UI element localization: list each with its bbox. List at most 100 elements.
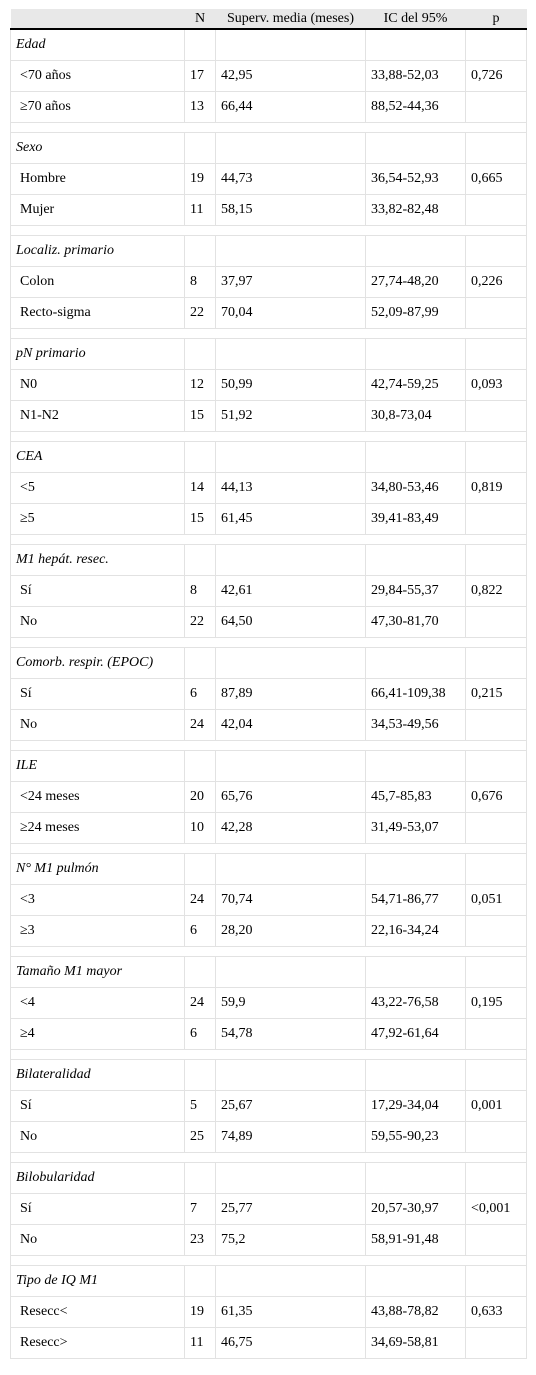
row-p-value: 0,001	[465, 1090, 527, 1122]
row-n: 10	[184, 812, 216, 844]
row-ci: 33,88-52,03	[365, 60, 466, 92]
row-ci: 47,92-61,64	[365, 1018, 466, 1050]
group-spacer	[10, 431, 527, 442]
group-row: N° M1 pulmón	[10, 853, 527, 885]
row-ci: 22,16-34,24	[365, 915, 466, 947]
row-median: 61,35	[215, 1296, 366, 1328]
empty-cell	[465, 338, 527, 370]
row-median: 42,95	[215, 60, 366, 92]
row-median: 46,75	[215, 1327, 366, 1359]
table-row: Resecc< 19 61,35 43,88-78,82 0,633	[10, 1296, 527, 1328]
empty-cell	[184, 853, 216, 885]
group-title: M1 hepát. resec.	[10, 544, 185, 576]
row-n: 5	[184, 1090, 216, 1122]
row-median: 37,97	[215, 266, 366, 298]
row-n: 24	[184, 884, 216, 916]
row-n: 6	[184, 1018, 216, 1050]
row-label: No	[10, 606, 185, 638]
table-row: N1-N2 15 51,92 30,8-73,04	[10, 400, 527, 432]
row-p-value	[465, 1121, 527, 1153]
empty-cell	[215, 132, 366, 164]
group-spacer	[10, 225, 527, 236]
row-p-value	[465, 194, 527, 226]
group-row: Tipo de IQ M1	[10, 1265, 527, 1297]
row-p-value	[465, 503, 527, 535]
row-p-value: 0,676	[465, 781, 527, 813]
empty-cell	[184, 28, 216, 61]
empty-cell	[365, 1162, 466, 1194]
group-title: Bilobularidad	[10, 1162, 185, 1194]
row-label: Hombre	[10, 163, 185, 195]
table-row: Colon 8 37,97 27,74-48,20 0,226	[10, 266, 527, 298]
group-title: Tipo de IQ M1	[10, 1265, 185, 1297]
group-spacer	[10, 740, 527, 751]
row-median: 58,15	[215, 194, 366, 226]
empty-cell	[184, 750, 216, 782]
empty-cell	[184, 1162, 216, 1194]
group-title: ILE	[10, 750, 185, 782]
row-median: 44,73	[215, 163, 366, 195]
group-spacer	[10, 1152, 527, 1163]
spacer-cell	[10, 534, 527, 545]
empty-cell	[215, 853, 366, 885]
row-label: N1-N2	[10, 400, 185, 432]
header-n: N	[184, 9, 216, 30]
row-label: Sí	[10, 1193, 185, 1225]
row-p-value: 0,822	[465, 575, 527, 607]
table-row: ≥3 6 28,20 22,16-34,24	[10, 915, 527, 947]
empty-cell	[215, 28, 366, 61]
row-label: Sí	[10, 678, 185, 710]
row-label: <4	[10, 987, 185, 1019]
group-spacer	[10, 328, 527, 339]
group-title: N° M1 pulmón	[10, 853, 185, 885]
group-spacer	[10, 843, 527, 854]
row-median: 28,20	[215, 915, 366, 947]
row-ci: 36,54-52,93	[365, 163, 466, 195]
row-median: 44,13	[215, 472, 366, 504]
row-median: 74,89	[215, 1121, 366, 1153]
row-median: 51,92	[215, 400, 366, 432]
empty-cell	[215, 750, 366, 782]
group-row: ILE	[10, 750, 527, 782]
row-n: 19	[184, 163, 216, 195]
group-row: M1 hepát. resec.	[10, 544, 527, 576]
row-p-value: 0,633	[465, 1296, 527, 1328]
row-n: 13	[184, 91, 216, 123]
row-n: 6	[184, 915, 216, 947]
row-label: Colon	[10, 266, 185, 298]
empty-cell	[465, 441, 527, 473]
table-row: ≥5 15 61,45 39,41-83,49	[10, 503, 527, 535]
empty-cell	[184, 1265, 216, 1297]
empty-cell	[215, 1059, 366, 1091]
table-row: <24 meses 20 65,76 45,7-85,83 0,676	[10, 781, 527, 813]
row-median: 50,99	[215, 369, 366, 401]
group-title: pN primario	[10, 338, 185, 370]
row-label: Resecc>	[10, 1327, 185, 1359]
row-ci: 66,41-109,38	[365, 678, 466, 710]
group-row: Tamaño M1 mayor	[10, 956, 527, 988]
empty-cell	[365, 750, 466, 782]
header-median-survival: Superv. media (meses)	[215, 9, 366, 30]
row-ci: 33,82-82,48	[365, 194, 466, 226]
row-p-value: 0,215	[465, 678, 527, 710]
row-ci: 34,53-49,56	[365, 709, 466, 741]
empty-cell	[365, 338, 466, 370]
header-row: N Superv. media (meses) IC del 95% p	[10, 9, 527, 30]
table-body: Edad <70 años 17 42,95 33,88-52,03 0,726 ≥70 a…	[10, 28, 527, 1359]
header-p-value: p	[465, 9, 527, 30]
row-n: 24	[184, 987, 216, 1019]
row-p-value: 0,093	[465, 369, 527, 401]
empty-cell	[365, 956, 466, 988]
row-median: 61,45	[215, 503, 366, 535]
row-label: N0	[10, 369, 185, 401]
table-row: <5 14 44,13 34,80-53,46 0,819	[10, 472, 527, 504]
empty-cell	[365, 132, 466, 164]
row-median: 59,9	[215, 987, 366, 1019]
row-n: 23	[184, 1224, 216, 1256]
table-row: Sí 6 87,89 66,41-109,38 0,215	[10, 678, 527, 710]
row-p-value	[465, 1224, 527, 1256]
spacer-cell	[10, 1255, 527, 1266]
row-label: Mujer	[10, 194, 185, 226]
row-ci: 30,8-73,04	[365, 400, 466, 432]
row-p-value: 0,195	[465, 987, 527, 1019]
